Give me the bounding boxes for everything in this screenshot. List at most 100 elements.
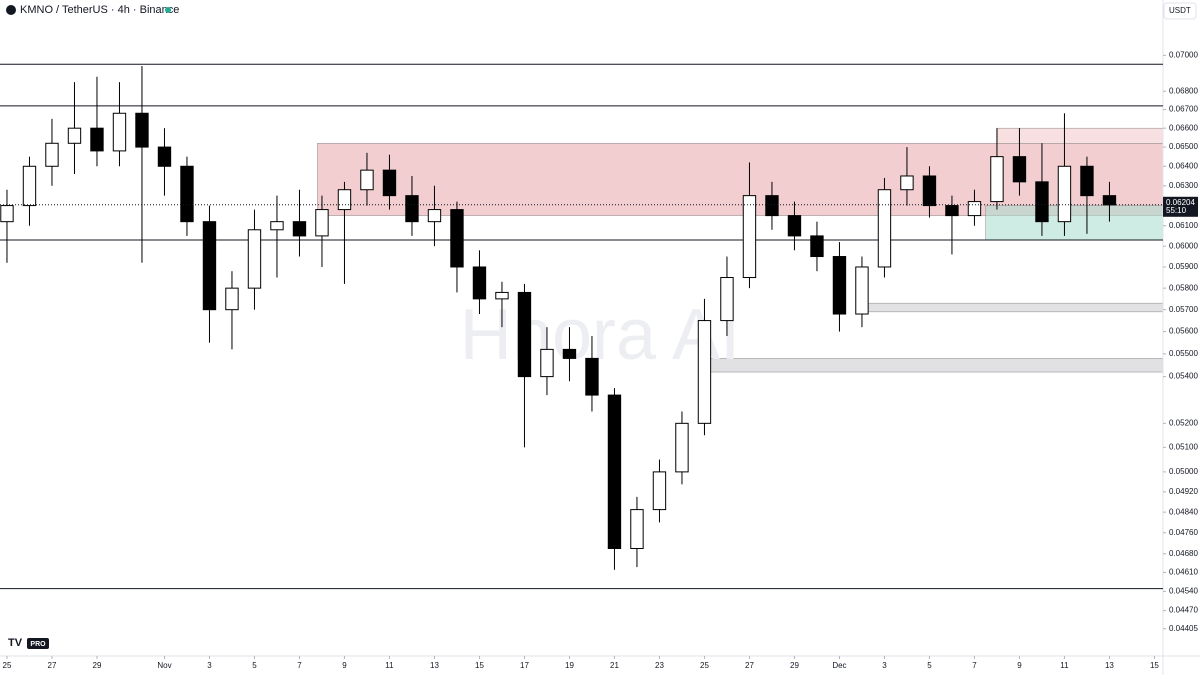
candle-body [1102,195,1117,206]
x-tick-label: 29 [93,661,102,670]
candle-body [337,189,352,211]
candle-body [630,509,644,549]
candle-body [450,209,464,268]
candle-body [832,256,847,315]
x-tick-label: 7 [297,661,302,670]
last-price-box [1163,196,1198,217]
y-tick-label: 0.05800 [1169,283,1198,292]
x-tick-label: 3 [882,661,887,670]
candle-body [765,195,779,217]
candle-body [585,357,599,396]
candle-body [112,112,127,152]
x-tick-label: 11 [385,661,394,670]
x-tick-label: 21 [610,661,619,670]
x-tick-label: 13 [1105,661,1114,670]
y-tick-label: 0.06400 [1169,161,1198,170]
symbol-icon [6,5,16,15]
y-tick-label: 0.04760 [1169,528,1198,537]
candle-body [877,189,892,268]
candle-body [135,112,149,148]
candle-body [540,348,554,378]
candle-body [1012,156,1027,183]
y-tick-label: 0.06500 [1169,142,1198,151]
watermark: Hnora AI [460,295,740,375]
x-tick-label: 3 [207,661,212,670]
y-tick-label: 0.05100 [1169,442,1198,451]
candle-body [1057,165,1072,223]
x-tick-label: 9 [342,661,347,670]
candle-body [225,287,239,311]
y-tick-label: 0.07000 [1169,50,1198,59]
currency-button[interactable] [1163,2,1197,20]
x-tick-label: 25 [3,661,12,670]
x-tick-label: Dec [832,661,846,670]
y-tick-label: 0.05200 [1169,418,1198,427]
candle-body [90,127,104,152]
candle-body [810,235,824,258]
x-tick-label: 13 [430,661,439,670]
candle-body [382,169,397,197]
y-tick-label: 0.06000 [1169,241,1198,250]
candle-body [360,169,374,191]
x-tick-label: 19 [565,661,574,670]
candle-body [472,266,487,300]
y-tick-label: 0.04610 [1169,568,1198,577]
candle-body [787,215,802,237]
candle-body [607,394,622,549]
x-tick-label: 25 [700,661,709,670]
candle-body [562,348,577,359]
y-tick-label: 0.05000 [1169,467,1198,476]
currency[interactable]: USDT [1169,6,1191,15]
y-tick-label: 0.06700 [1169,105,1198,114]
zone [861,302,1164,313]
candle-body [900,175,914,191]
candle-body [697,320,712,424]
y-tick-label: 0.04405 [1169,624,1198,633]
y-tick-label: 0.05600 [1169,327,1198,336]
candle-body [292,221,307,237]
y-tick-label: 0.05500 [1169,349,1198,358]
candle-body [990,156,1004,203]
x-tick-label: 27 [745,661,754,670]
zone [985,205,1164,241]
candle-body [1080,165,1094,197]
candle-body [922,175,937,207]
candle-body [67,127,82,144]
x-tick-label: 17 [520,661,529,670]
x-tick-label: Nov [157,661,171,670]
candle-body [495,291,509,300]
candle-body [720,277,734,322]
x-tick-label: 23 [655,661,664,670]
y-tick-label: 0.04840 [1169,507,1198,516]
logo-text: PRO [30,641,46,648]
y-tick-label: 0.06300 [1169,181,1198,190]
last-price-label: 0.06204 [1166,198,1195,207]
tv-logo: TV [8,637,23,649]
x-tick-label: 5 [927,661,932,670]
logo-badge [27,638,49,649]
y-tick-label: 0.05700 [1169,305,1198,314]
x-tick-label: 11 [1060,661,1069,670]
candle-body [180,165,194,223]
y-tick-label: 0.06600 [1169,123,1198,132]
y-tick-label: 0.05900 [1169,262,1198,271]
candle-body [742,195,757,279]
candle-body [0,205,14,223]
candle-body [427,209,442,223]
y-tick-label: 0.05400 [1169,372,1198,381]
x-tick-label: 15 [1150,661,1159,670]
zone [704,358,1164,373]
candle-body [202,221,217,311]
x-tick-label: 5 [252,661,257,670]
x-tick-label: 29 [790,661,799,670]
candle-body [967,201,982,217]
chart-title[interactable]: KMNO / TetherUS · 4h · Binance [20,4,179,16]
x-tick-label: 7 [972,661,977,670]
candle-body [652,471,667,511]
y-tick-label: 0.04920 [1169,487,1198,496]
candle-body [45,142,59,167]
candle-body [315,209,329,237]
candle-body [517,291,532,378]
